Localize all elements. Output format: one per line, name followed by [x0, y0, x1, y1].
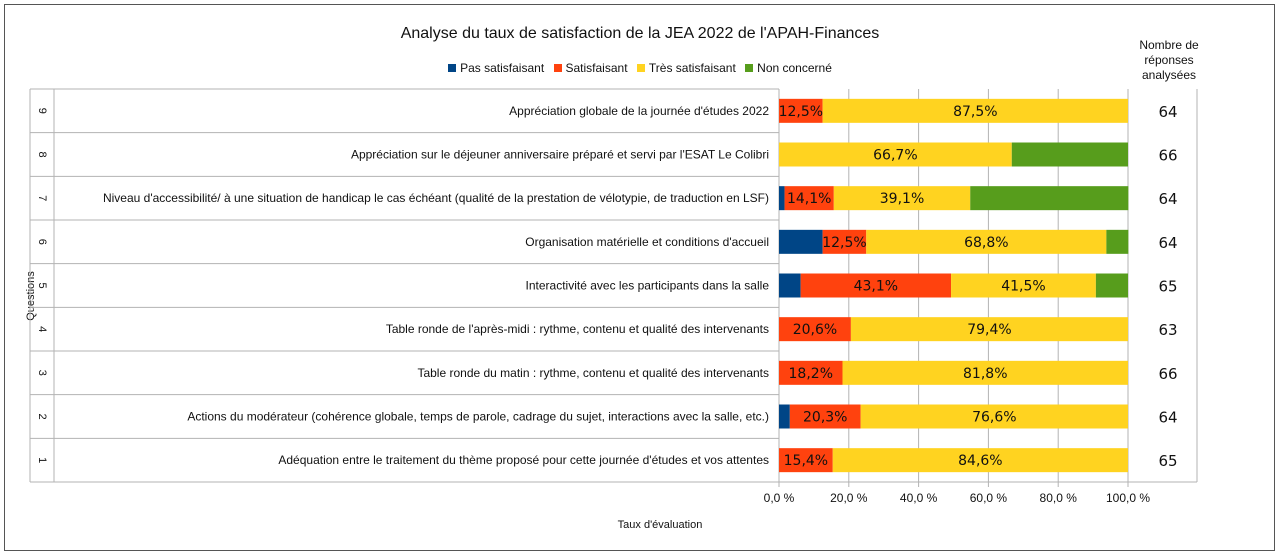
x-tick-label: 40,0 %: [900, 491, 938, 505]
question-label: Table ronde de l'après-midi : rythme, co…: [386, 322, 769, 336]
bar-segment-satisfaisant: [800, 273, 952, 298]
x-axis-title: Taux d'évaluation: [617, 519, 703, 531]
bar-segment-tr-s-satisfaisant: [860, 404, 1128, 429]
bar-segment-tr-s-satisfaisant: [951, 273, 1096, 298]
data-label: 76,6%: [972, 410, 1016, 426]
question-label: Actions du modérateur (cohérence globale…: [187, 410, 769, 424]
x-tick-label: 0,0 %: [764, 491, 795, 505]
question-label: Table ronde du matin : rythme, contenu e…: [417, 366, 769, 380]
question-label: Adéquation entre le traitement du thème …: [278, 453, 769, 467]
bar-segment-tr-s-satisfaisant: [850, 317, 1128, 342]
response-count: 64: [1158, 190, 1177, 208]
question-label: Organisation matérielle et conditions d'…: [525, 235, 769, 249]
chart-frame: [4, 4, 1275, 551]
legend-label: Satisfaisant: [565, 61, 628, 75]
bar-segment-satisfaisant: [822, 229, 867, 254]
response-count: 66: [1158, 365, 1177, 383]
data-label: 87,5%: [953, 104, 997, 120]
bar-segment-pas-satisfaisant: [779, 229, 823, 254]
bar-segment-tr-s-satisfaisant: [779, 142, 1012, 167]
question-number: 7: [36, 195, 48, 201]
bar-segment-satisfaisant: [779, 317, 851, 342]
bar-segment-pas-satisfaisant: [779, 273, 801, 298]
bar-segment-tr-s-satisfaisant: [822, 98, 1128, 123]
question-number: 2: [36, 413, 48, 419]
question-number: 4: [36, 326, 48, 332]
bar-segment-tr-s-satisfaisant: [842, 360, 1128, 385]
data-label: 41,5%: [1001, 279, 1045, 295]
legend-swatch: [636, 64, 645, 72]
legend-item-satisfaisant: Satisfaisant: [553, 61, 628, 75]
x-tick-label: 60,0 %: [970, 491, 1008, 505]
bar-segment-pas-satisfaisant: [779, 186, 785, 211]
response-count: 63: [1158, 321, 1177, 339]
bar-segment-non-concern-: [1095, 273, 1128, 298]
data-label: 66,7%: [873, 148, 917, 164]
x-tick-label: 80,0 %: [1040, 491, 1078, 505]
question-number: 3: [36, 370, 48, 376]
legend-swatch: [553, 64, 562, 72]
bar-segment-satisfaisant: [789, 404, 861, 429]
data-label: 14,1%: [787, 191, 831, 207]
bar-segment-non-concern-: [1106, 229, 1129, 254]
response-count: 65: [1158, 452, 1177, 470]
chart-title: Analyse du taux de satisfaction de la JE…: [400, 25, 880, 42]
data-label: 20,6%: [793, 322, 837, 338]
data-label: 20,3%: [803, 410, 847, 426]
response-count: 65: [1158, 278, 1177, 296]
data-label: 81,8%: [963, 366, 1007, 382]
data-label: 18,2%: [789, 366, 833, 382]
x-tick-label: 20,0 %: [830, 491, 868, 505]
data-label: 12,5%: [779, 104, 823, 120]
legend-swatch: [745, 64, 754, 72]
question-label: Appréciation sur le déjeuner anniversair…: [351, 148, 769, 162]
legend-label: Non concerné: [757, 61, 832, 75]
bar-segment-tr-s-satisfaisant: [833, 186, 971, 211]
legend-item-pas-satisfaisant: Pas satisfaisant: [448, 61, 544, 75]
x-tick-label: 100,0 %: [1106, 491, 1150, 505]
bar-segment-tr-s-satisfaisant: [866, 229, 1107, 254]
data-label: 79,4%: [967, 322, 1011, 338]
bar-segment-non-concern-: [1011, 142, 1128, 167]
bar-segment-satisfaisant: [779, 448, 833, 473]
legend-swatch: [448, 64, 457, 72]
response-count: 64: [1158, 409, 1177, 427]
bar-segment-satisfaisant: [779, 98, 823, 123]
question-number: 1: [36, 457, 48, 463]
bar-segment-non-concern-: [970, 186, 1129, 211]
question-number: 9: [36, 108, 48, 114]
question-label: Appréciation globale de la journée d'étu…: [509, 104, 769, 118]
response-count: 64: [1158, 103, 1177, 121]
response-count: 66: [1158, 147, 1177, 165]
data-label: 15,4%: [784, 453, 828, 469]
question-number: 8: [36, 151, 48, 157]
bar-segment-pas-satisfaisant: [779, 404, 790, 429]
bar-segment-tr-s-satisfaisant: [832, 448, 1128, 473]
count-column-header: Nombre de réponses analysées: [1139, 38, 1199, 82]
data-label: 39,1%: [880, 191, 924, 207]
bar-segment-satisfaisant: [784, 186, 834, 211]
legend-label: Très satisfaisant: [648, 61, 736, 75]
legend: Pas satisfaisant Satisfaisant Très satis…: [300, 61, 980, 75]
response-count: 64: [1158, 234, 1177, 252]
question-number: 6: [36, 239, 48, 245]
bar-segment-satisfaisant: [779, 360, 843, 385]
legend-item-non-concerne: Non concerné: [745, 61, 832, 75]
question-label: Niveau d'accessibilité/ à une situation …: [103, 191, 769, 205]
legend-label: Pas satisfaisant: [460, 61, 545, 75]
data-label: 43,1%: [854, 279, 898, 295]
question-label: Interactivité avec les participants dans…: [526, 279, 770, 293]
data-label: 12,5%: [822, 235, 866, 251]
question-number: 5: [36, 282, 48, 288]
data-label: 68,8%: [964, 235, 1008, 251]
data-label: 84,6%: [958, 453, 1002, 469]
legend-item-tres-satisfaisant: Très satisfaisant: [636, 61, 736, 75]
